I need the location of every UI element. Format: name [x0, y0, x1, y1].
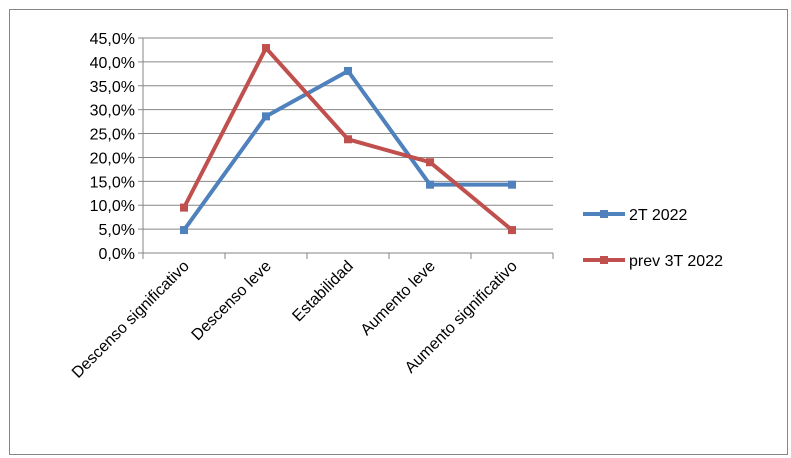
y-tick-label: 40,0% [90, 55, 135, 72]
data-point [426, 180, 434, 189]
y-tick-label: 15,0% [90, 174, 135, 191]
x-category-label: Descenso significativo [69, 258, 193, 382]
legend-label: 2T 2022 [629, 207, 688, 224]
data-point [180, 203, 188, 212]
data-point [180, 226, 188, 235]
legend: 2T 2022 prev 3T 2022 [583, 207, 723, 270]
series-line-0 [182, 68, 512, 232]
data-point [344, 66, 352, 75]
data-point [508, 226, 516, 235]
y-tick-label: 10,0% [90, 198, 135, 215]
series-layer [180, 44, 516, 235]
y-tick-label: 30,0% [90, 103, 135, 120]
data-point [426, 158, 434, 167]
legend-swatch-marker [600, 210, 608, 218]
x-category-label: Estabilidad [289, 258, 356, 325]
y-axis: 0,0% 5,0% 10,0% 15,0% 20,0% 25,0% 30,0% 35,0% 40… [90, 31, 144, 263]
y-tick-label: 45,0% [90, 31, 135, 48]
y-tick-label: 0,0% [99, 246, 135, 263]
y-tick-label: 35,0% [90, 79, 135, 96]
data-point [262, 112, 270, 121]
y-tick-label: 20,0% [90, 150, 135, 167]
y-tick-label: 5,0% [99, 222, 135, 239]
x-category-label: Aumento leve [358, 258, 439, 339]
gridlines [143, 37, 553, 230]
legend-swatch-marker [600, 256, 608, 264]
data-point [344, 135, 352, 144]
data-point [262, 44, 270, 53]
y-tick-label: 25,0% [90, 127, 135, 144]
legend-label: prev 3T 2022 [629, 253, 723, 270]
data-point [508, 180, 516, 189]
x-category-label: Descenso leve [189, 258, 275, 344]
chart-frame [9, 9, 788, 455]
